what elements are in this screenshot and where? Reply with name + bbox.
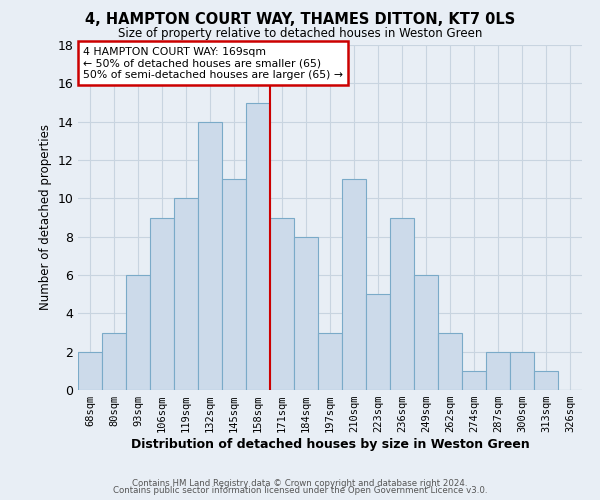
- Bar: [534, 371, 558, 390]
- X-axis label: Distribution of detached houses by size in Weston Green: Distribution of detached houses by size …: [131, 438, 529, 451]
- Bar: [198, 122, 222, 390]
- Bar: [246, 102, 270, 390]
- Text: Contains HM Land Registry data © Crown copyright and database right 2024.: Contains HM Land Registry data © Crown c…: [132, 478, 468, 488]
- Bar: [222, 179, 246, 390]
- Text: 4 HAMPTON COURT WAY: 169sqm
← 50% of detached houses are smaller (65)
50% of sem: 4 HAMPTON COURT WAY: 169sqm ← 50% of det…: [83, 46, 343, 80]
- Bar: [390, 218, 414, 390]
- Bar: [126, 275, 150, 390]
- Bar: [438, 332, 462, 390]
- Text: Contains public sector information licensed under the Open Government Licence v3: Contains public sector information licen…: [113, 486, 487, 495]
- Bar: [102, 332, 126, 390]
- Bar: [270, 218, 294, 390]
- Bar: [174, 198, 198, 390]
- Bar: [510, 352, 534, 390]
- Bar: [318, 332, 342, 390]
- Bar: [78, 352, 102, 390]
- Bar: [366, 294, 390, 390]
- Text: 4, HAMPTON COURT WAY, THAMES DITTON, KT7 0LS: 4, HAMPTON COURT WAY, THAMES DITTON, KT7…: [85, 12, 515, 28]
- Text: Size of property relative to detached houses in Weston Green: Size of property relative to detached ho…: [118, 28, 482, 40]
- Bar: [486, 352, 510, 390]
- Bar: [294, 236, 318, 390]
- Bar: [342, 179, 366, 390]
- Bar: [150, 218, 174, 390]
- Y-axis label: Number of detached properties: Number of detached properties: [39, 124, 52, 310]
- Bar: [462, 371, 486, 390]
- Bar: [414, 275, 438, 390]
